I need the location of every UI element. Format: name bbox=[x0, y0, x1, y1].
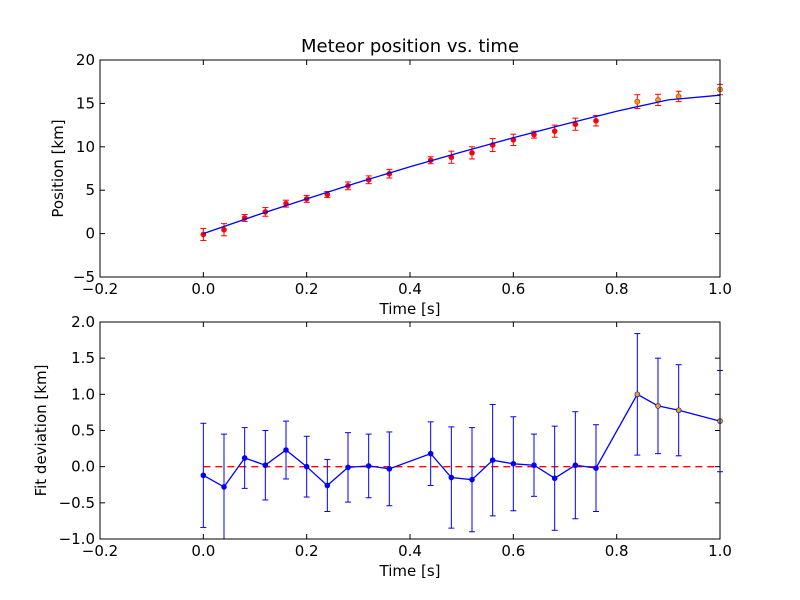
deviation-x-tick-label: 0.4 bbox=[398, 542, 422, 560]
position-data-point bbox=[551, 128, 558, 134]
deviation-chart: −0.2 0.0 0.2 0.4 0.6 0.8 1.0 −1.0 −0.5 0.0 0.5 1.0 1… bbox=[32, 313, 732, 580]
chart-title: Meteor position vs. time bbox=[301, 36, 519, 57]
deviation-data-point bbox=[221, 484, 227, 490]
position-y-tick-label: 15 bbox=[76, 94, 95, 112]
deviation-y-tick-label: 1.5 bbox=[71, 349, 95, 367]
deviation-data-point bbox=[675, 407, 682, 414]
position-y-tick-label: 10 bbox=[76, 138, 95, 156]
deviation-x-axis-label: Time [s] bbox=[379, 562, 441, 580]
deviation-y-tick-label: 0.5 bbox=[71, 422, 95, 440]
position-x-tick-label: −0.2 bbox=[82, 280, 118, 298]
deviation-data-point bbox=[551, 475, 558, 482]
position-chart: Meteor position vs. time −0.2 0.0 0.2 0.4 0.… bbox=[49, 36, 732, 318]
position-x-tick-label: 0.4 bbox=[398, 280, 422, 298]
deviation-data-point bbox=[345, 464, 351, 471]
deviation-data-point bbox=[469, 476, 475, 483]
deviation-x-tick-label: 0.0 bbox=[191, 542, 215, 560]
deviation-y-tick-label: −0.5 bbox=[59, 494, 95, 512]
position-x-tick-label: 1.0 bbox=[708, 280, 732, 298]
deviation-x-tick-label: 0.6 bbox=[501, 542, 525, 560]
deviation-data-point bbox=[448, 474, 455, 481]
position-data-point bbox=[221, 226, 227, 233]
deviation-data-point bbox=[365, 463, 372, 469]
position-y-tick-label: 20 bbox=[76, 51, 95, 69]
deviation-data-point bbox=[262, 462, 269, 469]
deviation-y-tick-label: 2.0 bbox=[71, 313, 95, 331]
position-y-axis-label: Position [km] bbox=[49, 119, 67, 217]
deviation-data-point bbox=[241, 455, 248, 461]
position-x-tick-label: 0.0 bbox=[191, 280, 215, 298]
deviation-x-tick-label: 0.2 bbox=[295, 542, 319, 560]
deviation-data-point bbox=[572, 462, 579, 469]
fit-line bbox=[203, 94, 721, 235]
deviation-x-tick-label: 0.8 bbox=[605, 542, 629, 560]
position-y-tick-label: 0 bbox=[85, 225, 95, 243]
position-x-tick-label: 0.2 bbox=[295, 280, 319, 298]
deviation-data-point bbox=[200, 472, 207, 479]
deviation-x-tick-label: 1.0 bbox=[708, 542, 732, 560]
position-data-point bbox=[469, 150, 475, 156]
deviation-data-point bbox=[510, 460, 517, 467]
deviation-data-point bbox=[283, 447, 289, 453]
position-y-tick-label: −5 bbox=[73, 268, 95, 286]
deviation-data-point bbox=[324, 482, 331, 489]
position-x-tick-label: 0.6 bbox=[501, 280, 525, 298]
position-y-tick-label: 5 bbox=[85, 181, 95, 199]
deviation-data-point bbox=[593, 465, 599, 471]
deviation-data-point bbox=[489, 457, 496, 463]
deviation-y-tick-label: 0.0 bbox=[71, 458, 95, 476]
deviation-data-point bbox=[531, 462, 537, 469]
deviation-x-tick-label: −0.2 bbox=[82, 542, 118, 560]
position-data-point bbox=[634, 98, 641, 105]
deviation-y-tick-label: 1.0 bbox=[71, 385, 95, 403]
position-x-tick-label: 0.8 bbox=[605, 280, 629, 298]
deviation-data-point bbox=[303, 463, 310, 470]
position-x-axis-label: Time [s] bbox=[379, 300, 441, 318]
deviation-data-point bbox=[386, 466, 393, 472]
deviation-data-point bbox=[634, 391, 641, 398]
deviation-data-point bbox=[427, 450, 434, 457]
deviation-y-axis-label: Fit deviation [km] bbox=[32, 365, 50, 497]
deviation-y-tick-label: −1.0 bbox=[59, 530, 95, 548]
deviation-data-point bbox=[655, 403, 661, 409]
position-data-point bbox=[593, 117, 599, 124]
